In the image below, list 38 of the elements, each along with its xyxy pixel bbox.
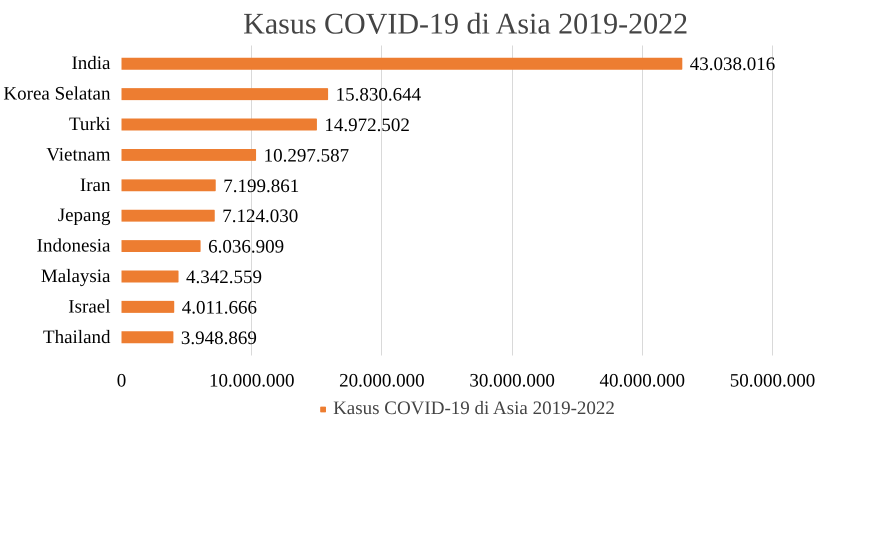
x-tick-label: 10.000.000 [208,370,294,392]
data-label: 4.342.559 [186,266,262,288]
x-tick-label: 0 [116,370,126,392]
y-tick-label: Vietnam [46,144,111,166]
bar [122,118,317,130]
bar [122,270,179,282]
data-label: 7.124.030 [222,206,298,228]
bar [122,210,215,222]
bar [122,179,216,192]
y-tick-label: India [71,53,112,74]
y-tick-label: Iran [80,174,111,196]
x-tick-label: 30.000.000 [469,370,555,392]
y-tick-label: Korea Selatan [3,84,111,105]
x-tick-label: 50.000.000 [730,370,816,392]
data-label: 15.830.644 [336,84,422,106]
data-label: 7.199.861 [223,176,300,197]
y-tick-label: Indonesia [36,236,112,257]
y-tick-label: Israel [68,296,111,318]
data-label: 6.036.909 [208,236,284,258]
bar [122,240,201,252]
chart-title: Kasus COVID-19 di Asia 2019-2022 [243,8,688,40]
data-label: 4.011.666 [182,297,258,318]
data-label: 10.297.587 [264,145,350,166]
y-tick-label: Thailand [42,326,111,348]
data-label: 43.038.016 [690,54,776,76]
y-tick-label: Malaysia [40,266,112,287]
data-label: 3.948.869 [180,328,257,349]
legend-label: Kasus COVID-19 di Asia 2019-2022 [333,398,615,420]
x-tick-label: 20.000.000 [339,370,425,392]
bar [122,300,174,313]
bar [122,88,328,100]
y-tick-label: Turki [68,114,111,136]
bar [122,331,174,344]
x-tick-label: 40.000.000 [600,370,686,392]
bar [122,58,682,70]
bar [122,148,256,161]
y-tick-label: Jepang [58,205,111,226]
data-label: 14.972.502 [324,115,410,136]
